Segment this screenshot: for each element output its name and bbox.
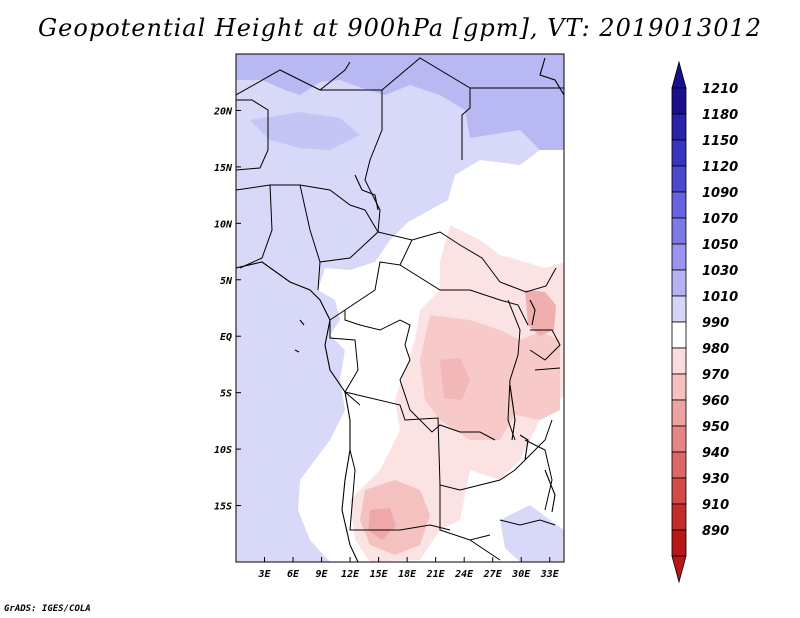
lat-tick-label: 15N [214,163,233,174]
colorbar-swatch [671,425,687,453]
colorbar-swatch [671,451,687,479]
map-title: Geopotential Height at 900hPa [gpm], VT:… [38,14,762,42]
coastline [236,57,564,562]
lon-tick-label: 12E [341,569,360,580]
colorbar-swatch [671,165,687,193]
colorbar-swatch [671,477,687,505]
colorbar-swatch [671,113,687,141]
lon-tick-label: 3E [257,569,271,580]
lon-tick-label: 33E [540,569,560,580]
field-white-southeast [470,470,535,515]
grads-credit: GrADS: IGES/COLA [4,604,91,614]
lat-tick-label: 5S [220,389,232,400]
colorbar-level-label: 1030 [702,264,738,279]
colorbar-swatch [671,347,687,375]
colorbar-swatch [671,373,687,401]
lat-tick-label: EQ [220,332,232,343]
colorbar-level-label: 1120 [702,160,738,175]
colorbar-level-label: 940 [702,446,729,461]
field-pink-dark-east [525,290,556,336]
colorbar-swatch [671,295,687,323]
colorbar-level-label: 1150 [702,134,738,149]
colorbar-level-label: 930 [702,472,729,487]
colorbar-swatch [671,503,687,531]
colorbar-level-label: 980 [702,342,729,357]
field-high-north [236,54,564,150]
colorbar-swatch [671,399,687,427]
lon-tick-label: 30E [511,569,531,580]
lat-tick-label: 10N [214,219,233,230]
colorbar-swatch [671,269,687,297]
field-pink-dark-south [368,508,396,540]
country-boundaries [236,57,564,561]
field-pink-dark-basin [440,358,470,400]
field-pink-medium [420,315,560,440]
lat-tick-label: 5N [220,276,233,287]
colorbar-level-label: 990 [702,316,729,331]
colorbar-level-label: 950 [702,420,729,435]
colorbar-level-label: 1180 [702,108,738,123]
map-plot-area [236,54,564,562]
field-blue-southeast [500,505,564,562]
colorbar-swatch [671,529,687,557]
lon-tick-label: 21E [426,569,446,580]
lon-tick-label: 24E [454,569,474,580]
colorbar-top-cap [671,60,687,89]
colorbar-level-label: 1090 [702,186,738,201]
lon-tick-label: 15E [370,569,389,580]
lon-tick-label: 9E [316,569,329,580]
colorbar-legend: 1210 1180 1150 1120 1090 1070 1050 1030 1010 990 9… [671,60,738,584]
colorbar-swatch [671,139,687,167]
longitude-axis: 3E 6E 9E 12E 15E 18E 21E 24E 27E 30E 33E [257,557,560,580]
lon-tick-label: 27E [483,569,503,580]
field-high-sahel [250,112,360,150]
colorbar-swatch [671,243,687,271]
colorbar-level-label: 1050 [702,238,738,253]
colorbar-level-label: 1210 [702,82,738,97]
lon-tick-label: 6E [287,569,300,580]
colorbar-level-label: 970 [702,368,729,383]
colorbar-swatch [671,191,687,219]
latitude-axis: 20N 15N 10N 5N EQ 5S 10S 15S [213,106,241,513]
map-frame [235,53,565,563]
colorbar-level-label: 1010 [702,290,738,305]
colorbar-swatch [671,217,687,245]
lat-tick-label: 10S [214,445,232,456]
colorbar-level-label: 910 [702,498,729,513]
colorbar-bottom-cap [671,555,687,584]
lat-tick-label: 15S [214,502,232,513]
colorbar-level-label: 960 [702,394,729,409]
colorbar-level-label: 890 [702,524,729,539]
colorbar-swatch [671,321,687,349]
lon-tick-label: 18E [398,569,417,580]
colorbar-level-label: 1070 [702,212,738,227]
colorbar-swatch [671,87,687,115]
lat-tick-label: 20N [213,106,233,117]
